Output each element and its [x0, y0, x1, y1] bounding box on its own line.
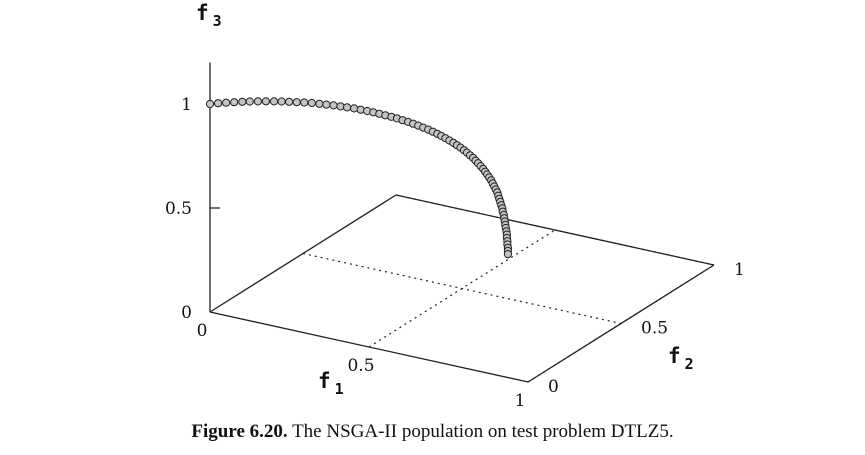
- f1-axis-line: [209, 311, 529, 383]
- data-point: [222, 98, 231, 107]
- data-point: [238, 97, 247, 106]
- f2-tick-label: 1: [734, 260, 745, 280]
- axis-titles: f 1 f 2 f 3: [196, 1, 694, 398]
- data-point: [350, 104, 359, 113]
- data-point: [245, 97, 254, 106]
- grid-line: [302, 252, 622, 325]
- data-point: [329, 101, 338, 110]
- data-point: [336, 102, 345, 111]
- data-point: [285, 97, 294, 106]
- f3-tick-label: 0: [181, 303, 192, 323]
- f2-tick-label: 0: [548, 377, 559, 397]
- data-point: [300, 98, 309, 107]
- data-point: [343, 103, 352, 112]
- data-point: [253, 97, 262, 106]
- f1-tick-label: 0.5: [347, 356, 374, 376]
- data-points: [205, 97, 512, 259]
- caption-label: Figure 6.20.: [191, 421, 288, 442]
- data-point: [230, 98, 239, 107]
- tick-labels: 0 0.5 1 0 0.5 1 0 0.5 1: [165, 95, 745, 411]
- f1-tick-label: 1: [515, 391, 526, 411]
- data-point: [322, 100, 331, 109]
- data-point: [307, 98, 316, 108]
- data-point: [269, 97, 279, 106]
- axes-frame: [209, 62, 715, 383]
- f1-tick-label: 0: [197, 321, 208, 341]
- data-point: [205, 99, 215, 109]
- f3-tick-label: 0.5: [165, 199, 192, 219]
- data-point: [261, 97, 270, 106]
- caption-text: The NSGA-II population on test problem D…: [292, 421, 674, 442]
- data-point: [277, 97, 286, 106]
- data-point: [315, 99, 324, 108]
- base-edge-line: [395, 194, 715, 266]
- data-point: [214, 99, 223, 108]
- data-point: [503, 250, 512, 259]
- data-point: [356, 105, 365, 114]
- base-edge-line: [527, 264, 715, 383]
- figure-caption: Figure 6.20. The NSGA-II population on t…: [0, 421, 865, 443]
- f2-axis-line: [209, 194, 397, 313]
- data-point: [292, 98, 301, 107]
- chart: 0 0.5 1 0 0.5 1 0 0.5 1 f 1 f 2 f 3: [165, 1, 745, 411]
- f2-tick-label: 0.5: [641, 319, 668, 339]
- f3-tick-label: 1: [181, 95, 192, 115]
